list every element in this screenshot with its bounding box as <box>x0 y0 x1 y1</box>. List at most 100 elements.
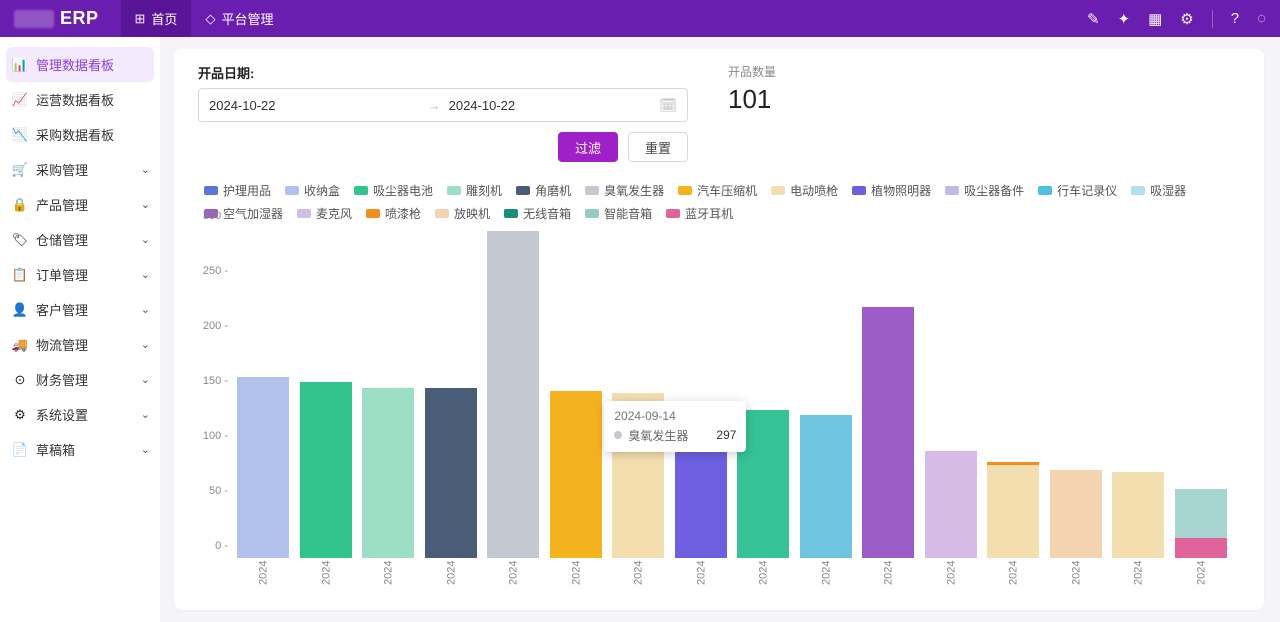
topbar: ERP ⊞首页◇平台管理 ✎ ✦ ▦ ⚙ ? ◌ <box>0 0 1280 37</box>
sidebar-item-系统设置[interactable]: ⚙系统设置⌄ <box>0 397 160 432</box>
reset-button[interactable]: 重置 <box>628 132 688 162</box>
bar[interactable] <box>1112 472 1164 558</box>
legend-item[interactable]: 电动喷枪 <box>771 182 838 199</box>
legend-swatch <box>516 186 530 195</box>
sidebar-item-财务管理[interactable]: ⊙财务管理⌄ <box>0 362 160 397</box>
legend-swatch <box>366 209 380 218</box>
brush-icon[interactable]: ✦ <box>1118 10 1131 28</box>
y-tick: 250 - <box>203 265 228 277</box>
legend-item[interactable]: 汽车压缩机 <box>678 182 757 199</box>
bar[interactable] <box>800 415 852 558</box>
legend-label: 吸尘器电池 <box>373 182 433 199</box>
bar[interactable] <box>862 307 914 558</box>
legend-label: 护理用品 <box>223 182 271 199</box>
bar-segment <box>300 382 352 558</box>
sidebar-item-草稿箱[interactable]: 📄草稿箱⌄ <box>0 432 160 467</box>
sidebar-icon: 🛒 <box>12 162 28 178</box>
legend-swatch <box>297 209 311 218</box>
legend-item[interactable]: 护理用品 <box>204 182 271 199</box>
sidebar-item-采购数据看板[interactable]: 📉采购数据看板 <box>0 117 160 152</box>
sidebar-icon: 📋 <box>12 267 28 283</box>
legend-item[interactable]: 吸尘器备件 <box>945 182 1024 199</box>
nav-tab-平台管理[interactable]: ◇平台管理 <box>191 0 287 37</box>
legend-label: 雕刻机 <box>466 182 502 199</box>
legend-item[interactable]: 麦克风 <box>297 205 352 222</box>
legend-swatch <box>354 186 368 195</box>
legend-item[interactable]: 喷漆枪 <box>366 205 421 222</box>
brand-text: ERP <box>60 8 99 29</box>
sidebar-item-采购管理[interactable]: 🛒采购管理⌄ <box>0 152 160 187</box>
bar[interactable] <box>1175 489 1227 558</box>
legend-item[interactable]: 无线音箱 <box>504 205 571 222</box>
main: 开品日期: 2024-10-22 → 2024-10-22 🗓 过滤 重置 开品… <box>160 37 1280 622</box>
sidebar-item-运营数据看板[interactable]: 📈运营数据看板 <box>0 82 160 117</box>
bar-segment <box>862 307 914 558</box>
sidebar-item-客户管理[interactable]: 👤客户管理⌄ <box>0 292 160 327</box>
sidebar-item-产品管理[interactable]: 🔒产品管理⌄ <box>0 187 160 222</box>
bar-segment <box>1175 489 1227 539</box>
nav-icon: ◇ <box>205 11 215 27</box>
top-nav: ⊞首页◇平台管理 <box>121 0 288 37</box>
sidebar-icon: 📊 <box>12 57 28 73</box>
bar[interactable] <box>925 451 977 558</box>
y-tick: 100 - <box>203 430 228 442</box>
x-label: 2024 <box>982 558 1045 588</box>
legend-swatch <box>852 186 866 195</box>
bar-chart: 0 -50 -100 -150 -200 -250 -300 - 2024202… <box>198 228 1240 588</box>
legend-item[interactable]: 行车记录仪 <box>1038 182 1117 199</box>
wand-icon[interactable]: ✎ <box>1087 10 1100 28</box>
nav-icon: ⊞ <box>135 11 146 27</box>
legend-item[interactable]: 角磨机 <box>516 182 571 199</box>
user-icon[interactable]: ◌ <box>1257 10 1266 27</box>
bar-slot <box>1107 472 1170 558</box>
bar[interactable] <box>362 388 414 559</box>
sidebar-item-订单管理[interactable]: 📋订单管理⌄ <box>0 257 160 292</box>
bar[interactable] <box>300 382 352 558</box>
bar-segment <box>1050 470 1102 558</box>
legend-item[interactable]: 蓝牙耳机 <box>666 205 733 222</box>
bar[interactable] <box>987 462 1039 558</box>
legend-item[interactable]: 雕刻机 <box>447 182 502 199</box>
sidebar-item-管理数据看板[interactable]: 📊管理数据看板 <box>6 47 154 82</box>
bar-slot <box>1045 470 1108 558</box>
bar-segment <box>987 465 1039 559</box>
legend-item[interactable]: 臭氧发生器 <box>585 182 664 199</box>
legend-item[interactable]: 吸尘器电池 <box>354 182 433 199</box>
bar[interactable] <box>237 377 289 559</box>
sidebar-icon: 📈 <box>12 92 28 108</box>
legend-swatch <box>585 186 599 195</box>
gear-icon[interactable]: ⚙ <box>1180 10 1193 28</box>
tooltip-dot-icon <box>614 431 622 439</box>
stat-label: 开品数量 <box>728 63 776 80</box>
legend-swatch <box>504 209 518 218</box>
dashboard-card: 开品日期: 2024-10-22 → 2024-10-22 🗓 过滤 重置 开品… <box>174 49 1264 610</box>
tooltip-series: 臭氧发生器 <box>628 427 688 444</box>
bar-slot <box>545 391 608 558</box>
bar[interactable] <box>550 391 602 558</box>
stat-value: 101 <box>728 84 776 115</box>
grid-icon[interactable]: ▦ <box>1148 10 1162 28</box>
legend-item[interactable]: 智能音箱 <box>585 205 652 222</box>
filter-button[interactable]: 过滤 <box>558 132 618 162</box>
sidebar-item-物流管理[interactable]: 🚚物流管理⌄ <box>0 327 160 362</box>
nav-tab-首页[interactable]: ⊞首页 <box>121 0 192 37</box>
legend-swatch <box>678 186 692 195</box>
bar-segment <box>550 391 602 558</box>
legend-swatch <box>585 209 599 218</box>
bar-segment <box>425 388 477 559</box>
x-label: 2024 <box>232 558 295 588</box>
x-label: 2024 <box>1107 558 1170 588</box>
legend-item[interactable]: 吸湿器 <box>1131 182 1186 199</box>
legend-item[interactable]: 收纳盒 <box>285 182 340 199</box>
bar[interactable] <box>1050 470 1102 558</box>
legend-item[interactable]: 植物照明器 <box>852 182 931 199</box>
help-icon[interactable]: ? <box>1231 10 1239 27</box>
legend-label: 吸尘器备件 <box>964 182 1024 199</box>
bar[interactable] <box>487 231 539 558</box>
chevron-down-icon: ⌄ <box>141 373 150 386</box>
bar[interactable] <box>425 388 477 559</box>
legend-item[interactable]: 放映机 <box>435 205 490 222</box>
chevron-down-icon: ⌄ <box>141 163 150 176</box>
date-range-picker[interactable]: 2024-10-22 → 2024-10-22 🗓 <box>198 88 688 122</box>
sidebar-item-仓储管理[interactable]: 🏷仓储管理⌄ <box>0 222 160 257</box>
